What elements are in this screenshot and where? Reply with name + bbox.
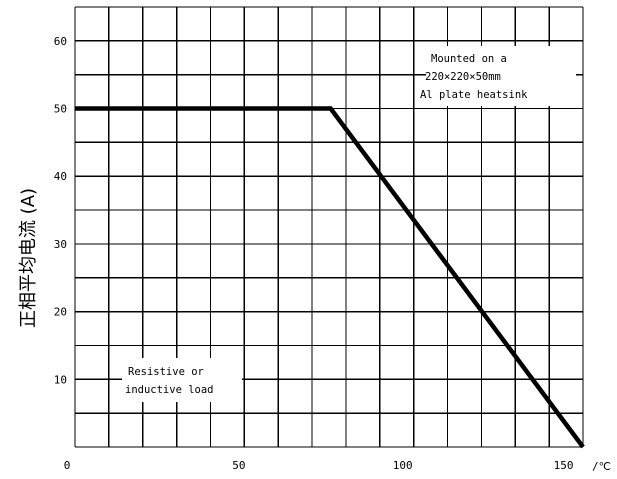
series-line — [75, 106, 585, 449]
y-tick-label: 30 — [54, 238, 67, 251]
x-unit-label: /℃ — [592, 460, 611, 473]
y-tick-label: 60 — [54, 35, 67, 48]
heatsink-annotation-line-3: Al plate heatsink — [420, 89, 528, 101]
y-tick-label: 50 — [54, 103, 67, 116]
y-axis-label: 正相平均电流 (A) — [18, 188, 39, 328]
heatsink-annotation-line-1: Mounted on a — [431, 53, 507, 65]
x-tick-label: 50 — [232, 459, 245, 472]
heatsink-annotation-background — [426, 46, 576, 106]
load-annotation-background — [122, 358, 242, 402]
x-tick-label: 150 — [554, 459, 574, 472]
load-annotation-line-2: inductive load — [125, 384, 214, 396]
y-tick-label: 20 — [54, 306, 67, 319]
heatsink-annotation-line-2: 220×220×50mm — [425, 71, 501, 83]
tick-labels: 10 20 30 40 50 60 0 50 100 150 — [54, 35, 574, 472]
x-tick-label: 100 — [393, 459, 413, 472]
y-tick-label: 40 — [54, 170, 67, 183]
y-tick-label: 10 — [54, 373, 67, 386]
series — [75, 106, 585, 449]
load-annotation-line-1: Resistive or — [128, 366, 204, 378]
x-tick-label: 0 — [64, 459, 71, 472]
heatsink-annotation: Mounted on a 220×220×50mm Al plate heats… — [420, 46, 576, 106]
load-annotation: Resistive or inductive load — [122, 358, 242, 402]
